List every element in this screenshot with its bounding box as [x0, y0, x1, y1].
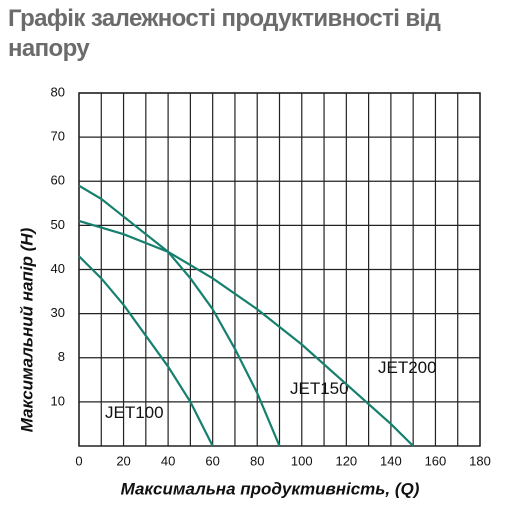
x-tick-label: 40 [161, 453, 175, 468]
series-label: JET200 [378, 358, 437, 377]
y-tick-label: 40 [51, 261, 65, 276]
x-tick-label: 100 [291, 453, 313, 468]
line [78, 184, 281, 447]
y-axis-label: Максимальний напір (Н) [17, 227, 36, 432]
x-tick-label: 180 [469, 453, 491, 468]
x-axis-label: Максимальна продуктивність, (Q) [121, 479, 420, 498]
y-tick-label: 30 [51, 305, 65, 320]
chart-title: Графік залежності продуктивності від нап… [8, 5, 441, 62]
x-tick-label: 20 [116, 453, 130, 468]
x-tick-label: 80 [250, 453, 264, 468]
y-tick-label: 50 [51, 217, 65, 232]
x-tick-label: 140 [380, 453, 402, 468]
y-tick-label: 70 [51, 129, 65, 144]
x-tick-label: 0 [75, 453, 82, 468]
line [78, 255, 214, 447]
y-tick-label: 8 [58, 349, 65, 364]
y-tick-label: 10 [51, 393, 65, 408]
series-label: JET150 [290, 379, 349, 398]
x-tick-label: 120 [335, 453, 357, 468]
x-tick-label: 60 [205, 453, 219, 468]
y-tick-label: 60 [51, 173, 65, 188]
y-tick-label: 80 [51, 84, 65, 99]
series-label: JET100 [105, 403, 164, 422]
line [78, 219, 414, 447]
x-tick-label: 160 [425, 453, 447, 468]
